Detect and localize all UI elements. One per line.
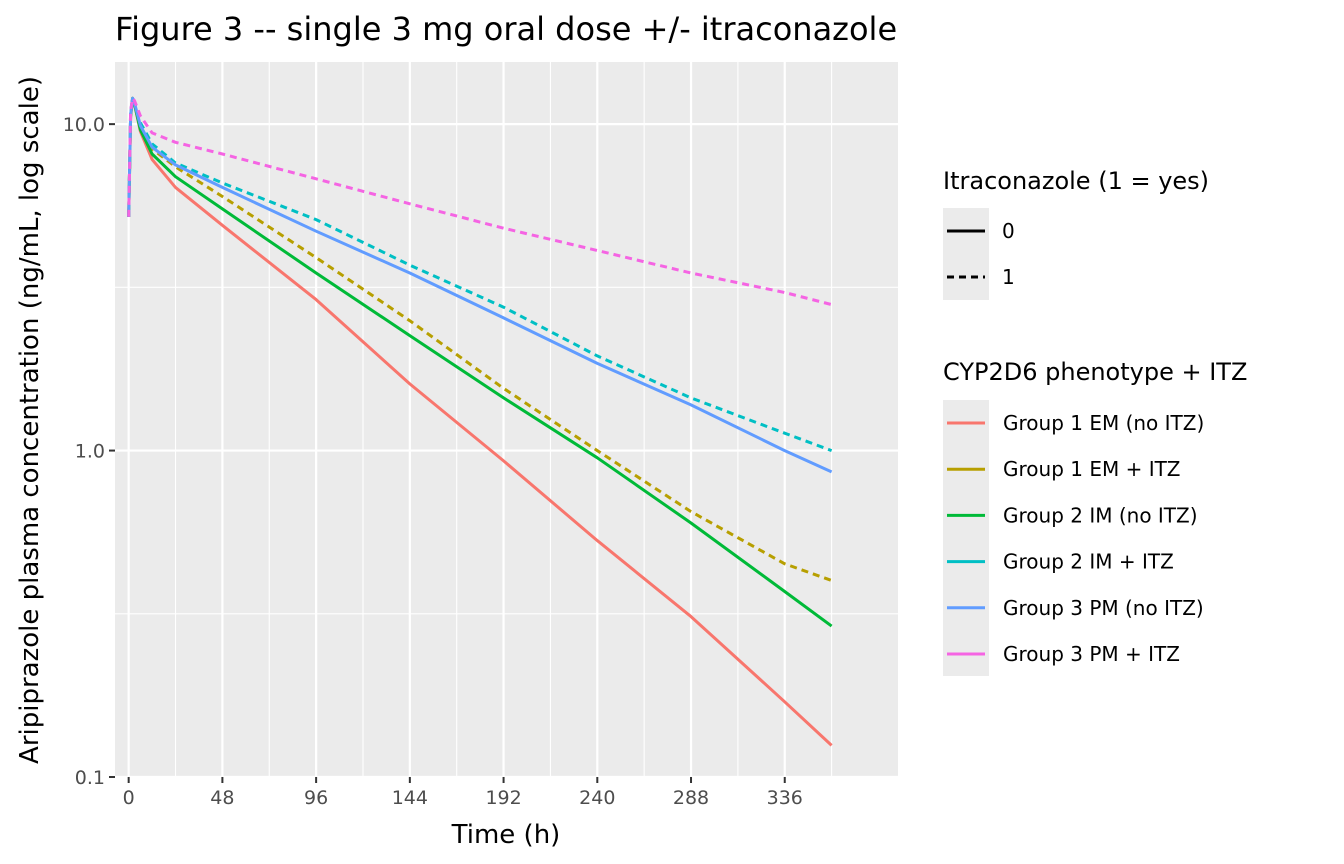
legend-linetype-keys-bg: [943, 208, 989, 300]
y-tick-label: 10.0: [63, 114, 105, 136]
x-axis: 0 48 96 144 192 240 288 336: [123, 777, 803, 809]
plot-panel: [115, 62, 898, 777]
y-axis-title: Aripiprazole plasma concentration (ng/mL…: [15, 76, 45, 764]
legend-label-itz-1: 1: [1002, 265, 1015, 289]
x-tick-label: 96: [304, 787, 328, 809]
legend-color: CYP2D6 phenotype + ITZ Group 1 EM (no IT…: [943, 358, 1247, 676]
x-tick-label: 0: [123, 787, 135, 809]
x-tick-label: 288: [673, 787, 709, 809]
series-line-6: [127, 96, 832, 307]
y-tick-label: 0.1: [75, 767, 105, 789]
legend-linetype: Itraconazole (1 = yes) 0 1: [943, 167, 1209, 300]
legend-linetype-title: Itraconazole (1 = yes): [943, 167, 1209, 195]
legend-label-itz-0: 0: [1002, 219, 1015, 243]
x-tick-label: 192: [485, 787, 521, 809]
x-axis-title: Time (h): [451, 820, 561, 850]
legend-color-label-3: Group 2 IM (no ITZ): [1003, 503, 1198, 527]
legend-color-title: CYP2D6 phenotype + ITZ: [943, 358, 1247, 386]
legend-color-label-4: Group 2 IM + ITZ: [1003, 550, 1174, 574]
x-tick-label: 336: [767, 787, 803, 809]
x-tick-label: 144: [392, 787, 428, 809]
y-axis: 0.1 1.0 10.0: [63, 114, 115, 789]
chart-title: Figure 3 -- single 3 mg oral dose +/- it…: [115, 10, 897, 48]
legend-color-label-5: Group 3 PM (no ITZ): [1003, 596, 1204, 620]
y-tick-label: 1.0: [75, 441, 105, 463]
legend-color-keys-bg: [943, 400, 989, 676]
series-group: [127, 96, 833, 747]
legend-color-label-2: Group 1 EM + ITZ: [1003, 457, 1181, 481]
x-tick-label: 48: [210, 787, 234, 809]
legend-color-label-6: Group 3 PM + ITZ: [1003, 642, 1180, 666]
legend-color-label-1: Group 1 EM (no ITZ): [1003, 411, 1204, 435]
x-tick-label: 240: [579, 787, 615, 809]
